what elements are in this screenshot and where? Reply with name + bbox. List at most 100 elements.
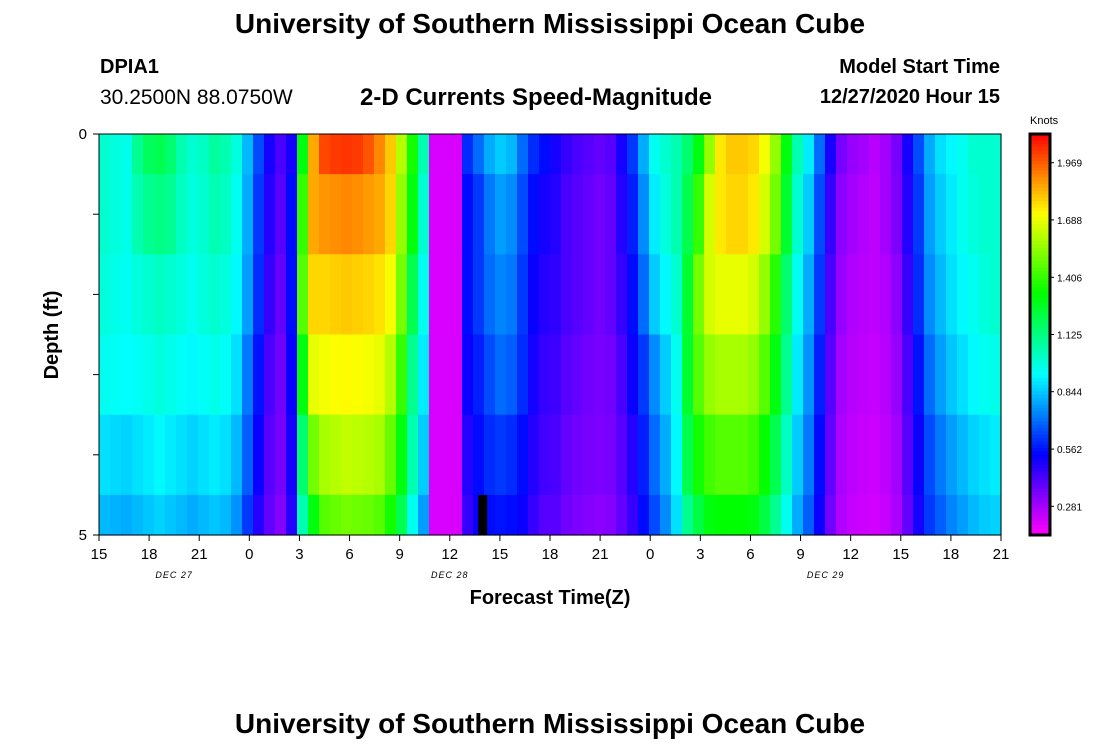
- heatmap-cell: [572, 414, 584, 496]
- colorbar-segment: [1030, 287, 1050, 292]
- heatmap-cell: [352, 414, 364, 496]
- colorbar-tick-label: 1.125: [1057, 331, 1082, 342]
- colorbar-segment: [1030, 160, 1050, 165]
- heatmap-cell: [561, 334, 573, 416]
- colorbar-segment: [1030, 357, 1050, 362]
- heatmap-cell: [132, 414, 144, 496]
- heatmap-cell: [286, 414, 298, 496]
- heatmap-cell: [616, 334, 628, 416]
- colorbar-segment: [1030, 394, 1050, 399]
- x-tick-label: 21: [191, 546, 208, 563]
- heatmap-cell: [352, 494, 364, 536]
- heatmap-cell: [143, 494, 155, 536]
- heatmap-cell: [341, 494, 353, 536]
- heatmap-cell: [682, 334, 694, 416]
- heatmap-cell: [242, 134, 254, 175]
- heatmap-cell: [726, 254, 738, 336]
- colorbar-segment: [1030, 528, 1050, 533]
- heatmap-cell: [803, 494, 815, 536]
- x-axis-title: Forecast Time(Z): [470, 587, 631, 609]
- heatmap-cell: [154, 414, 166, 496]
- heatmap-cell: [990, 134, 1002, 175]
- y-tick-label: 0: [79, 126, 87, 143]
- colorbar-segment: [1030, 434, 1050, 439]
- colorbar-segment: [1030, 377, 1050, 382]
- heatmap-cell: [913, 134, 925, 175]
- heatmap-cell: [704, 494, 716, 536]
- heatmap-cell: [385, 174, 397, 255]
- date-label: DEC 29: [807, 570, 845, 580]
- colorbar-segment: [1030, 260, 1050, 265]
- heatmap-cell: [121, 254, 133, 336]
- colorbar-segment: [1030, 254, 1050, 259]
- heatmap-cell: [792, 174, 804, 255]
- heatmap-cell: [242, 254, 254, 336]
- heatmap-cell: [792, 494, 804, 536]
- heatmap-cell: [440, 134, 452, 175]
- heatmap-cell: [649, 414, 661, 496]
- colorbar-segment: [1030, 354, 1050, 359]
- colorbar-segment: [1030, 224, 1050, 229]
- colorbar-segment: [1030, 307, 1050, 312]
- heatmap-cell: [484, 334, 496, 416]
- heatmap-cell: [693, 254, 705, 336]
- colorbar-segment: [1030, 324, 1050, 329]
- heatmap-cell: [352, 334, 364, 416]
- heatmap-cell: [957, 254, 969, 336]
- heatmap-cell: [363, 334, 375, 416]
- heatmap-cell: [583, 414, 595, 496]
- heatmap-cell: [880, 134, 892, 175]
- heatmap-cell: [495, 414, 507, 496]
- heatmap-cell: [594, 254, 606, 336]
- heatmap-cell: [506, 414, 518, 496]
- colorbar-segment: [1030, 397, 1050, 402]
- heatmap-cell: [550, 334, 562, 416]
- heatmap-cell: [495, 334, 507, 416]
- colorbar-segment: [1030, 448, 1050, 453]
- heatmap-cell: [407, 254, 419, 336]
- heatmap-cell: [176, 414, 188, 496]
- heatmap-cell: [594, 174, 606, 255]
- heatmap-cell: [693, 174, 705, 255]
- heatmap-cell: [341, 254, 353, 336]
- heatmap-cell: [814, 334, 826, 416]
- heatmap-cell: [924, 494, 936, 536]
- heatmap-cell: [814, 494, 826, 536]
- model-start-label: Model Start Time: [839, 56, 1000, 78]
- colorbar-segment: [1030, 271, 1050, 275]
- colorbar-segment: [1030, 411, 1050, 416]
- heatmap-cell: [517, 134, 529, 175]
- heatmap-cell: [880, 254, 892, 336]
- heatmap-cell: [121, 334, 133, 416]
- heatmap-cell: [957, 334, 969, 416]
- heatmap-cell: [176, 174, 188, 255]
- heatmap-cell: [132, 174, 144, 255]
- heatmap-cell: [374, 174, 386, 255]
- heatmap-cell: [275, 134, 287, 175]
- heatmap-cell: [572, 254, 584, 336]
- heatmap-cell: [253, 494, 265, 536]
- colorbar-segment: [1030, 444, 1050, 449]
- heatmap-cell: [726, 174, 738, 255]
- heatmap-cell: [253, 254, 265, 336]
- heatmap-cell: [616, 414, 628, 496]
- heatmap-cell: [297, 174, 309, 255]
- heatmap-cell: [814, 174, 826, 255]
- colorbar: 0.281 0.562 0.844 1.125 1.406 1.688 1.969: [1028, 132, 1082, 537]
- heatmap-cell: [902, 414, 914, 496]
- heatmap-cell: [352, 254, 364, 336]
- heatmap-cell: [968, 254, 980, 336]
- heatmap-cell: [396, 134, 408, 175]
- heatmap-cell: [913, 414, 925, 496]
- heatmap-cell: [429, 174, 441, 255]
- colorbar-segment: [1030, 164, 1050, 169]
- heatmap-cell: [143, 174, 155, 255]
- heatmap-cell: [308, 414, 320, 496]
- heatmap-cell: [781, 334, 793, 416]
- heatmap-cell: [935, 254, 947, 336]
- colorbar-segment: [1030, 504, 1050, 509]
- colorbar-segment: [1030, 311, 1050, 316]
- heatmap-cell: [693, 494, 705, 536]
- colorbar-segment: [1030, 418, 1050, 422]
- colorbar-segment: [1030, 137, 1050, 142]
